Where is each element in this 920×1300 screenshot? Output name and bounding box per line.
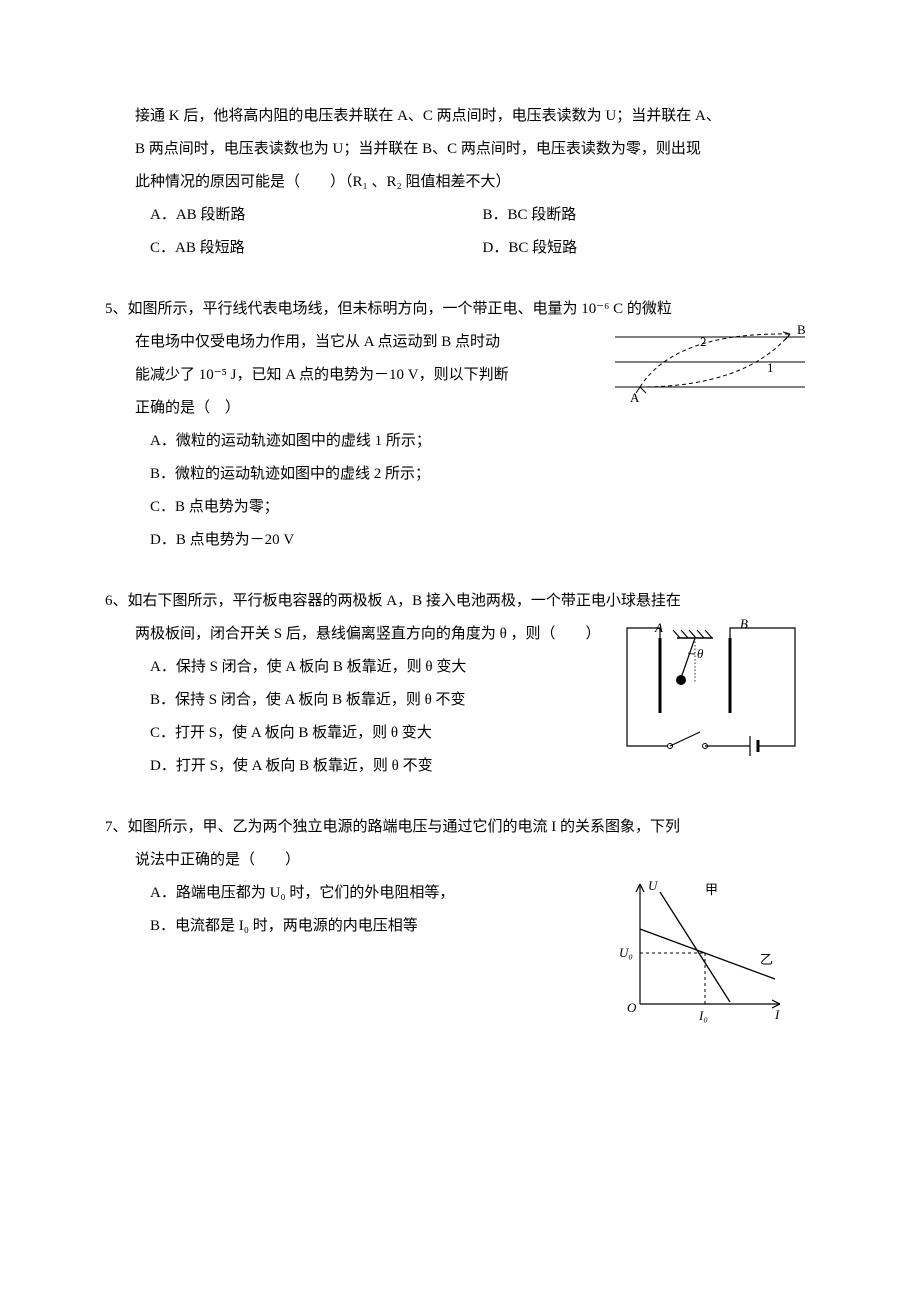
q5-option-c: C．B 点电势为零； — [150, 491, 815, 524]
q5-line4: 正确的是（ ） — [135, 392, 595, 425]
q6-option-c: C．打开 S，使 A 板向 B 板靠近，则 θ 变大 — [150, 717, 595, 750]
q4-option-d: D．BC 段短路 — [483, 232, 816, 265]
q4-option-c: C．AB 段短路 — [150, 232, 483, 265]
q4-option-a: A．AB 段断路 — [150, 199, 483, 232]
q7-fig-label-jia: 甲 — [705, 882, 718, 897]
q5-figure: A B 1 2 — [605, 322, 815, 425]
q5-line1: 如图所示，平行线代表电场线，但未标明方向，一个带正电、电量为 10⁻⁶ C 的微… — [128, 301, 672, 317]
q5-option-a: A．微粒的运动轨迹如图中的虚线 1 所示； — [150, 425, 815, 458]
q5-option-b: B．微粒的运动轨迹如图中的虚线 2 所示； — [150, 458, 815, 491]
q6-fig-label-theta: θ — [697, 646, 704, 661]
q5-number: 5、 — [105, 301, 128, 317]
q7-option-a: A．路端电压都为 U₀ 时，它们的外电阻相等， — [150, 877, 595, 910]
q4-stem-line2: B 两点间时，电压表读数也为 U；当并联在 B、C 两点间时，电压表读数为零，则… — [135, 133, 815, 166]
q4-stem-line3: 此种情况的原因可能是（ ）（R₁ 、R₂ 阻值相差不大） — [135, 166, 815, 199]
q5-fig-label-b: B — [797, 322, 806, 337]
q5-line3: 能减少了 10⁻⁵ J，已知 A 点的电势为－10 V，则以下判断 — [135, 359, 595, 392]
q7-number: 7、 — [105, 819, 128, 835]
q4-stem-line1: 接通 K 后，他将高内阻的电压表并联在 A、C 两点间时，电压表读数为 U；当并… — [135, 100, 815, 133]
q7-option-b: B．电流都是 I₀ 时，两电源的内电压相等 — [150, 910, 595, 943]
q7-line2: 说法中正确的是（ ） — [135, 844, 815, 877]
question-4-continuation: 接通 K 后，他将高内阻的电压表并联在 A、C 两点间时，电压表读数为 U；当并… — [105, 100, 815, 265]
q6-option-b: B．保持 S 闭合，使 A 板向 B 板靠近，则 θ 不变 — [150, 684, 595, 717]
q5-fig-label-a: A — [630, 390, 640, 405]
q6-figure: θ A B — [615, 618, 815, 781]
q5-line2: 在电场中仅受电场力作用，当它从 A 点运动到 B 点时动 — [135, 326, 595, 359]
q5-fig-label-2: 2 — [700, 334, 707, 349]
q7-fig-label-i0: I₀ — [698, 1008, 708, 1023]
question-5: 5、如图所示，平行线代表电场线，但未标明方向，一个带正电、电量为 10⁻⁶ C … — [105, 293, 815, 557]
q5-option-d: D．B 点电势为－20 V — [150, 524, 815, 557]
q6-option-a: A．保持 S 闭合，使 A 板向 B 板靠近，则 θ 变大 — [150, 651, 595, 684]
q6-number: 6、 — [105, 593, 128, 609]
q7-fig-label-u0: U₀ — [619, 945, 633, 960]
q6-fig-label-b: B — [740, 618, 748, 631]
q5-fig-label-1: 1 — [767, 360, 774, 375]
q6-option-d: D．打开 S，使 A 板向 B 板靠近，则 θ 不变 — [150, 750, 595, 783]
q7-fig-label-i: I — [774, 1007, 780, 1022]
q7-line1: 如图所示，甲、乙为两个独立电源的路端电压与通过它们的电流 I 的关系图象，下列 — [128, 819, 681, 835]
question-7: 7、如图所示，甲、乙为两个独立电源的路端电压与通过它们的电流 I 的关系图象，下… — [105, 811, 815, 943]
q7-fig-label-o: O — [627, 1000, 637, 1015]
question-6: 6、如右下图所示，平行板电容器的两极板 A，B 接入电池两极，一个带正电小球悬挂… — [105, 585, 815, 783]
q7-figure: U I O 甲 乙 U₀ I₀ — [615, 874, 795, 1047]
q7-fig-label-yi: 乙 — [760, 952, 773, 967]
q6-line2: 两极板间，闭合开关 S 后，悬线偏离竖直方向的角度为 θ ，则（ ） — [135, 618, 595, 651]
q7-fig-label-u: U — [648, 878, 659, 893]
q6-line1: 如右下图所示，平行板电容器的两极板 A，B 接入电池两极，一个带正电小球悬挂在 — [128, 593, 681, 609]
q4-option-b: B．BC 段断路 — [483, 199, 816, 232]
